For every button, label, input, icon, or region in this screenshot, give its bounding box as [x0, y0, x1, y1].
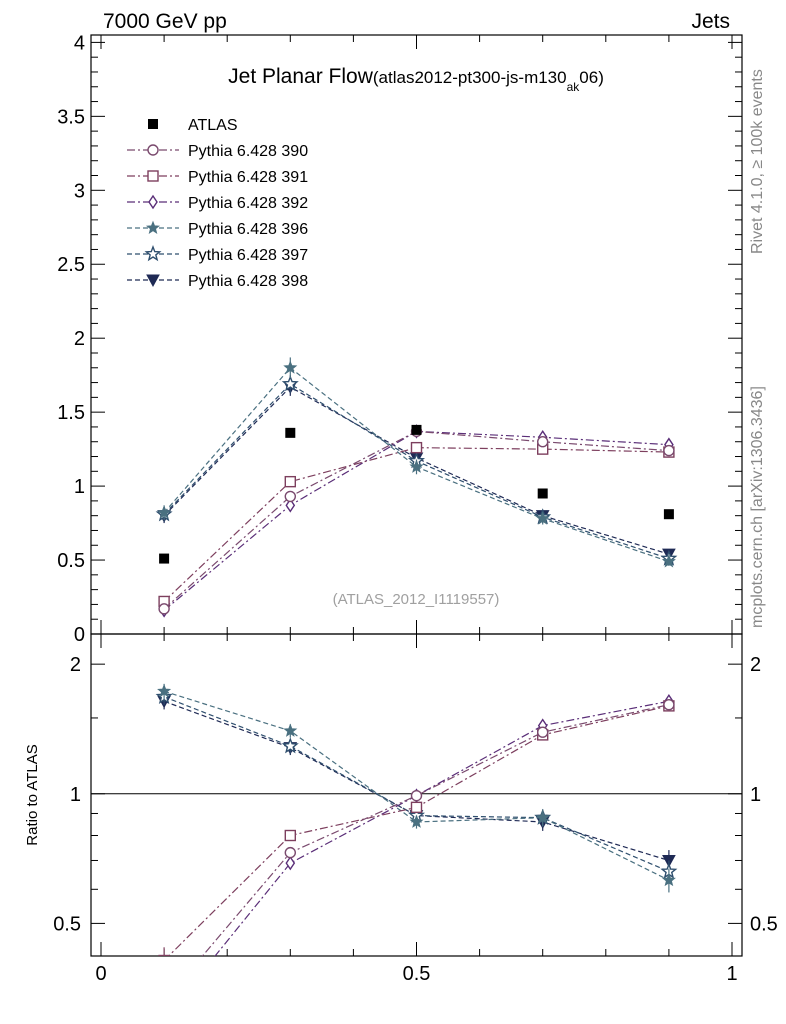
atlas-data-points [159, 424, 674, 564]
ratio-series-pythia-6.428-391 [158, 700, 675, 956]
legend-label: Pythia 6.428 396 [188, 221, 308, 238]
main-y-tick-label: 3.5 [57, 106, 85, 128]
ratio-data-point [283, 723, 298, 737]
ratio-y-tick-label-right: 1 [750, 784, 761, 806]
ratio-series-pythia-6.428-397 [155, 687, 678, 884]
ratio-data-point [157, 683, 172, 698]
x-tick-label: 1 [726, 963, 737, 985]
ratio-data-point [661, 872, 676, 887]
ratio-series-line [163, 696, 670, 873]
main-y-tick-label: 0.5 [57, 550, 85, 572]
main-data-point [661, 554, 676, 568]
ratio-series-line [201, 704, 670, 956]
ratio-axis-label: Ratio to ATLAS [24, 744, 41, 845]
ratio-data-point [535, 810, 550, 824]
main-series-pythia-6.428-396 [157, 357, 676, 568]
main-series-line [163, 386, 670, 555]
ratio-data-point [158, 954, 170, 956]
legend-label: Pythia 6.428 391 [188, 169, 308, 186]
main-y-tick-label: 2.5 [57, 254, 85, 276]
ratio-panel-series [155, 683, 678, 1024]
ratio-data-point [285, 855, 296, 871]
ratio-data-point [159, 996, 169, 1006]
legend-marker [144, 245, 162, 262]
legend: ATLAS Pythia 6.428 390 Pythia 6.428 391 Pyt… [127, 117, 308, 290]
energy-label: 7000 GeV pp [103, 10, 227, 33]
ratio-data-point [284, 846, 296, 859]
ratio-y-tick-label: 1 [70, 784, 81, 806]
axis-tick-labels: 0 0.5 1 1.5 2 2.5 3 3.5 4 0.5 0.5 1 1 2 2 0 0.5 1 [53, 32, 778, 985]
legend-label: Pythia 6.428 390 [188, 143, 308, 160]
chart-title-tag-sub: ak [567, 80, 581, 94]
ratio-data-point [160, 1013, 168, 1024]
main-data-point [663, 444, 675, 457]
main-data-point [537, 436, 549, 448]
legend-label: Pythia 6.428 392 [188, 195, 308, 212]
atlas-data-point [537, 488, 548, 499]
ratio-data-point [284, 829, 296, 842]
x-tick-label: 0.5 [403, 963, 431, 985]
legend-label-atlas: ATLAS [188, 117, 238, 134]
ratio-data-point [537, 726, 549, 738]
legend-marker [148, 194, 158, 210]
rivet-version-label: Rivet 4.1.0, ≥ 100k events [749, 69, 766, 254]
main-data-point [410, 441, 423, 454]
main-panel-series [155, 357, 678, 618]
chart-title-tag: (atlas2012-pt300-js-m130 [373, 68, 567, 87]
atlas-data-point [285, 427, 296, 438]
ratio-data-point [410, 801, 423, 814]
ratio-series-line [163, 690, 670, 881]
ratio-y-tick-label: 0.5 [53, 913, 81, 935]
legend-marker-atlas [148, 119, 158, 129]
ratio-y-tick-label-right: 0.5 [750, 913, 778, 935]
legend-marker [147, 170, 159, 182]
axis-ticks [91, 35, 742, 956]
legend-marker [146, 274, 160, 288]
atlas-data-point [411, 424, 422, 435]
main-y-tick-label: 0 [74, 624, 85, 646]
main-y-tick-label: 2 [74, 328, 85, 350]
atlas-data-point [663, 509, 674, 520]
ratio-data-point [281, 737, 299, 754]
legend-marker [147, 144, 159, 156]
chart-title-tag-end: 06) [579, 68, 604, 87]
main-data-point [158, 603, 170, 615]
legend-label: Pythia 6.428 397 [188, 247, 308, 264]
ratio-data-point [409, 814, 424, 828]
main-data-point [157, 505, 172, 519]
x-tick-label: 0 [95, 963, 106, 985]
mcplots-reference-label: mcplots.cern.ch [arXiv:1306.3436] [749, 386, 766, 628]
ratio-series-pythia-6.428-396 [157, 683, 676, 893]
legend-marker [145, 220, 161, 234]
main-y-tick-label: 3 [74, 180, 85, 202]
category-label: Jets [691, 10, 730, 33]
main-data-point [284, 475, 296, 488]
main-data-point [285, 498, 296, 513]
atlas-data-point [159, 553, 170, 564]
ratio-y-tick-label: 2 [70, 654, 81, 676]
main-data-point [284, 490, 296, 503]
main-y-tick-label: 4 [74, 32, 85, 54]
chart-title-main: Jet Planar Flow [228, 65, 374, 88]
ratio-data-point [410, 789, 423, 802]
main-data-point [535, 511, 550, 525]
ratio-y-tick-label-right: 2 [750, 654, 761, 676]
ratio-series-pythia-6.428-390 [159, 699, 675, 1006]
analysis-watermark: (ATLAS_2012_I1119557) [333, 591, 500, 608]
main-y-tick-label: 1.5 [57, 402, 85, 424]
chart-title: Jet Planar Flow(atlas2012-pt300-js-m130a… [228, 65, 604, 94]
legend-label: Pythia 6.428 398 [188, 273, 308, 290]
main-data-point [283, 360, 298, 374]
ratio-series-line [163, 700, 670, 862]
main-data-point [281, 375, 299, 392]
main-y-tick-label: 1 [74, 476, 85, 498]
main-data-point [409, 459, 424, 473]
ratio-data-point [663, 699, 675, 711]
ratio-series-line [167, 705, 670, 956]
